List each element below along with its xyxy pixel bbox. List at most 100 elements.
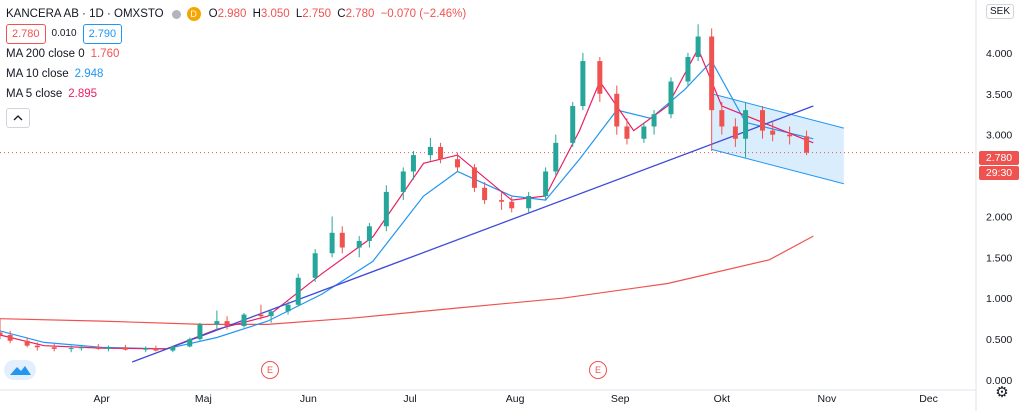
visibility-icon[interactable] xyxy=(171,9,181,19)
candle-body xyxy=(526,196,532,209)
candle-body xyxy=(760,110,765,131)
gear-icon[interactable]: ⚙ xyxy=(995,384,1009,401)
candle-body xyxy=(170,346,176,351)
ma5-value: 2.895 xyxy=(68,88,98,100)
candle-body xyxy=(427,146,433,156)
candle-body xyxy=(787,134,793,137)
indicator-ma200[interactable]: MA 200 close 0 1.760 xyxy=(6,44,469,64)
ma200-line xyxy=(0,235,814,325)
x-tick-label: Jul xyxy=(403,393,416,405)
candle-body xyxy=(153,348,159,351)
candle-body xyxy=(105,347,111,349)
currency-badge[interactable]: SEK xyxy=(986,4,1015,19)
low-value: 2.750 xyxy=(302,8,332,20)
candle-body xyxy=(78,347,84,349)
ma5-label: MA 5 close xyxy=(6,88,63,100)
indicator-ma5[interactable]: MA 5 close 2.895 xyxy=(6,84,469,104)
y-tick-label: 1.500 xyxy=(986,252,1012,264)
ma10-value: 2.948 xyxy=(74,68,104,80)
candle-body xyxy=(197,324,203,340)
low-key: L xyxy=(295,8,303,20)
candle-body xyxy=(34,345,40,348)
candle-body xyxy=(329,232,335,254)
symbol-row: KANCERA AB · 1D · OMXSTO D O2.980 H3.050… xyxy=(6,4,469,24)
candle-body xyxy=(68,348,74,350)
earnings-marker[interactable]: E xyxy=(589,361,607,379)
candle-body xyxy=(383,191,389,227)
candle-body xyxy=(224,321,230,327)
tradingview-logo[interactable] xyxy=(4,360,36,380)
candle-body xyxy=(455,159,460,168)
candle-body xyxy=(214,321,220,325)
candle-body xyxy=(400,171,406,192)
candle-body xyxy=(482,187,488,201)
buy-button[interactable]: 2.790 xyxy=(82,24,123,44)
candle-body xyxy=(143,348,149,350)
open-value: 2.980 xyxy=(217,8,247,20)
sell-button[interactable]: 2.780 xyxy=(6,24,46,44)
candle-body xyxy=(295,277,301,305)
x-tick-label: Maj xyxy=(195,393,212,405)
candle-body xyxy=(258,314,264,317)
chart-legend: KANCERA AB · 1D · OMXSTO D O2.980 H3.050… xyxy=(6,4,469,128)
candle-body xyxy=(241,314,247,327)
candle-body xyxy=(709,36,715,111)
candle-body xyxy=(685,56,691,82)
candle-body xyxy=(614,93,620,127)
x-tick-label: Nov xyxy=(818,393,837,405)
candle-body xyxy=(509,201,515,209)
collapse-legend-button[interactable] xyxy=(6,108,30,128)
candle-body xyxy=(770,130,776,135)
candle-body xyxy=(651,114,657,127)
channel-lower-line xyxy=(711,148,844,185)
x-tick-label: Okt xyxy=(714,393,730,405)
candle-body xyxy=(438,146,444,160)
candle-body xyxy=(624,126,630,139)
candle-body xyxy=(285,304,291,312)
y-tick-label: 2.000 xyxy=(986,211,1012,223)
open-key: O xyxy=(208,8,218,20)
candle-body xyxy=(543,171,549,196)
channel-upper-line xyxy=(711,93,844,129)
candle-body xyxy=(312,253,318,278)
quote-row: 2.780 0.010 2.790 xyxy=(6,24,469,44)
close-value: 2.780 xyxy=(345,8,375,20)
ma200-label: MA 200 close 0 xyxy=(6,48,85,60)
indicator-ma10[interactable]: MA 10 close 2.948 xyxy=(6,64,469,84)
y-tick-label: 3.000 xyxy=(986,130,1012,142)
logo-mountain-icon xyxy=(10,366,31,375)
x-tick-label: Jun xyxy=(300,393,317,405)
support-trendline xyxy=(131,105,814,363)
ma200-value: 1.760 xyxy=(90,48,120,60)
candle-body xyxy=(597,61,603,94)
candle-body xyxy=(695,36,701,57)
earnings-marker[interactable]: E xyxy=(261,361,279,379)
y-tick-label: 1.000 xyxy=(986,293,1012,305)
candle-body xyxy=(0,332,3,336)
candle-body xyxy=(187,339,193,347)
y-tick-label: 0.000 xyxy=(986,375,1012,387)
candle-body xyxy=(732,126,738,139)
candle-body xyxy=(553,142,559,172)
candle-body xyxy=(51,347,57,349)
symbol-title[interactable]: KANCERA AB · 1D · OMXSTO xyxy=(6,8,164,20)
candle-body xyxy=(122,347,128,350)
candle-body xyxy=(804,136,810,153)
candle-body xyxy=(668,81,674,115)
y-tick-label: 0.500 xyxy=(986,334,1012,346)
candle-body xyxy=(7,335,13,341)
ma10-label: MA 10 close xyxy=(6,68,69,80)
x-tick-label: Dec xyxy=(919,393,938,405)
candle-body xyxy=(580,61,586,107)
candle-body xyxy=(499,200,505,202)
x-tick-label: Apr xyxy=(93,393,110,405)
close-key: C xyxy=(337,8,346,20)
countdown-tag: 29:30 xyxy=(979,166,1019,180)
high-key: H xyxy=(252,8,261,20)
candle-body xyxy=(743,110,749,139)
candle-body xyxy=(719,110,725,127)
x-tick-label: Sep xyxy=(611,393,630,405)
candle-body xyxy=(356,240,362,248)
